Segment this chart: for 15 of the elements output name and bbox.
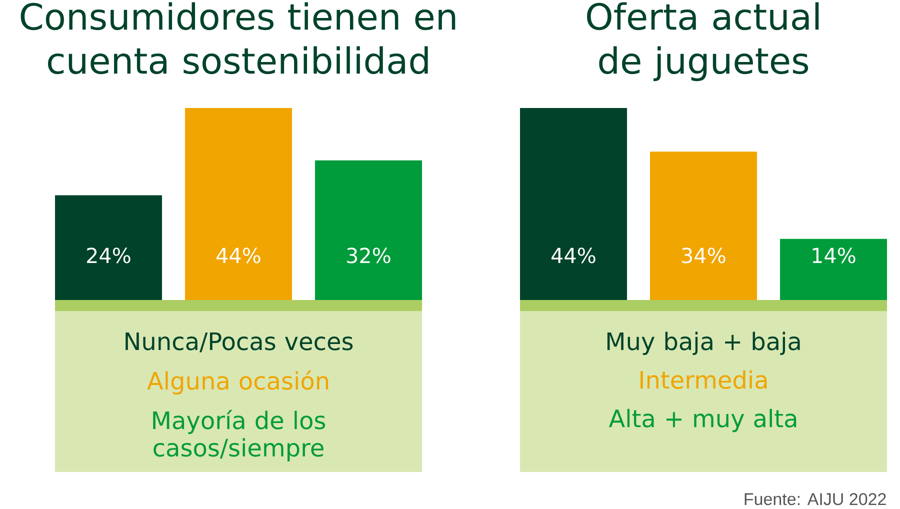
source-note: Fuente: AIJU 2022 [744,493,886,506]
text: Intermedia [640,370,767,389]
text: Alta + muy alta [608,408,796,432]
chart-title: Consumidores tienen en cuenta sostenibilidad [20,2,456,74]
data-label: 44% [552,248,596,264]
series-label: Nunca/Pocas veces [126,332,353,352]
text: Mayoría de los casos/siempre [153,410,326,462]
data-label: 34% [682,248,726,264]
data-label: 24% [87,248,130,264]
data-label: 32% [347,248,390,264]
chart-title: Oferta actual de juguetes [587,2,819,82]
data-label: 14% [812,248,856,264]
data-label: 44% [216,248,260,264]
text: Alguna ocasión [147,370,328,395]
series-label: Muy baja + baja [607,332,800,355]
